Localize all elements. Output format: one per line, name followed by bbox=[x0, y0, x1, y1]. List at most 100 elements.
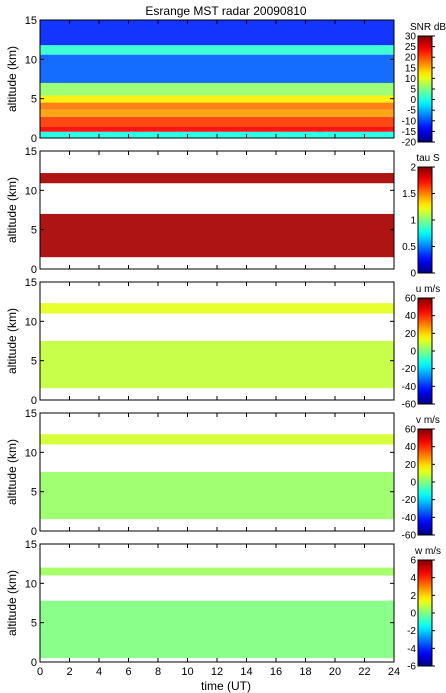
y-tick-label: 0 bbox=[31, 526, 37, 538]
colorbar-tick-label: -20 bbox=[402, 364, 417, 375]
y-axis-label: altitude (km) bbox=[5, 570, 19, 636]
y-axis-label: altitude (km) bbox=[5, 308, 19, 374]
x-tick-label: 0 bbox=[37, 666, 43, 678]
y-tick-label: 10 bbox=[25, 447, 37, 459]
y-tick-label: 10 bbox=[25, 54, 37, 66]
colorbar-tick-label: 0 bbox=[410, 347, 416, 358]
data-layer-1 bbox=[40, 213, 394, 258]
colorbar-label: w m/s bbox=[414, 546, 441, 557]
colorbar-tick-label: 30 bbox=[405, 32, 417, 43]
x-tick-label: 8 bbox=[155, 666, 161, 678]
colorbar-tick-label: -4 bbox=[407, 644, 416, 655]
colorbar-tick-label: 0 bbox=[410, 609, 416, 620]
chart-title: Esrange MST radar 20090810 bbox=[145, 4, 307, 18]
colorbar-tick-label: -10 bbox=[402, 116, 417, 127]
y-axis-label: altitude (km) bbox=[5, 439, 19, 505]
data-layer-2 bbox=[40, 434, 394, 445]
colorbar-tick-label: -40 bbox=[402, 513, 417, 524]
data-layer-4 bbox=[40, 109, 394, 117]
colorbar-tick-label: -20 bbox=[402, 138, 417, 149]
colorbar bbox=[417, 166, 433, 274]
data-layer-7 bbox=[40, 82, 394, 96]
colorbar-tick-label: -20 bbox=[402, 495, 417, 506]
x-tick-label: 14 bbox=[240, 666, 252, 678]
data-layer-2 bbox=[40, 567, 394, 576]
x-axis-label: time (UT) bbox=[201, 679, 251, 693]
colorbar-tick-label: 10 bbox=[405, 74, 417, 85]
data-layer-5 bbox=[40, 102, 394, 110]
y-tick-label: 5 bbox=[31, 356, 37, 368]
colorbar-tick-label: 20 bbox=[405, 329, 417, 340]
colorbar-tick-label: 20 bbox=[405, 53, 417, 64]
data-layer-9 bbox=[40, 45, 394, 55]
data-layer-10 bbox=[40, 20, 394, 46]
colorbar-tick-label: 1 bbox=[410, 216, 416, 227]
colorbar-tick-label: 20 bbox=[405, 460, 417, 471]
y-axis-label: altitude (km) bbox=[5, 177, 19, 243]
y-tick-label: 0 bbox=[31, 395, 37, 407]
x-tick-label: 24 bbox=[388, 666, 400, 678]
y-tick-label: 5 bbox=[31, 94, 37, 106]
colorbar-tick-label: 0 bbox=[410, 478, 416, 489]
colorbar-tick-label: 25 bbox=[405, 42, 417, 53]
colorbar-tick-label: -60 bbox=[402, 531, 417, 542]
colorbar bbox=[417, 559, 433, 667]
data-layer-2 bbox=[40, 126, 394, 132]
data-layer-2 bbox=[40, 303, 394, 314]
colorbar-label: tau S bbox=[416, 153, 440, 164]
x-tick-label: 22 bbox=[358, 666, 370, 678]
colorbar-tick-label: -5 bbox=[407, 106, 416, 117]
x-tick-label: 12 bbox=[211, 666, 223, 678]
y-tick-label: 15 bbox=[25, 15, 37, 27]
y-tick-label: 5 bbox=[31, 487, 37, 499]
colorbar-tick-label: 2 bbox=[410, 163, 416, 174]
colorbar-tick-label: 0 bbox=[410, 95, 416, 106]
colorbar-tick-label: -6 bbox=[407, 662, 416, 673]
colorbar-tick-label: 2 bbox=[410, 591, 416, 602]
y-tick-label: 10 bbox=[25, 316, 37, 328]
colorbar-tick-label: 60 bbox=[405, 425, 417, 436]
data-layer-6 bbox=[40, 95, 394, 103]
x-tick-label: 10 bbox=[181, 666, 193, 678]
y-tick-label: 0 bbox=[31, 264, 37, 276]
colorbar-tick-label: 60 bbox=[405, 294, 417, 305]
y-axis-label: altitude (km) bbox=[5, 46, 19, 112]
colorbar bbox=[417, 35, 433, 143]
x-tick-label: 4 bbox=[96, 666, 102, 678]
y-tick-label: 10 bbox=[25, 578, 37, 590]
colorbar-label: v m/s bbox=[416, 415, 440, 426]
colorbar-tick-label: -15 bbox=[402, 127, 417, 138]
panel-3: 0 5 10 15 altitude (km) u m/s60 40 20 0 -20 -40 -60 bbox=[5, 277, 440, 411]
x-tick-label: 6 bbox=[125, 666, 131, 678]
y-tick-label: 15 bbox=[25, 539, 37, 551]
data-layer-2 bbox=[40, 173, 394, 184]
colorbar-tick-label: -2 bbox=[407, 626, 416, 637]
y-tick-label: 15 bbox=[25, 408, 37, 420]
x-tick-label: 18 bbox=[299, 666, 311, 678]
y-tick-label: 0 bbox=[31, 133, 37, 145]
colorbar-tick-label: 0.5 bbox=[402, 242, 416, 253]
data-layer-1 bbox=[40, 472, 394, 520]
colorbar-label: SNR dB bbox=[410, 22, 446, 33]
colorbar-tick-label: 1.5 bbox=[402, 189, 416, 200]
y-tick-label: 10 bbox=[25, 185, 37, 197]
colorbar-label: u m/s bbox=[416, 284, 440, 295]
x-tick-label: 20 bbox=[329, 666, 341, 678]
colorbar-tick-label: -40 bbox=[402, 382, 417, 393]
y-tick-label: 5 bbox=[31, 225, 37, 237]
data-layer-8 bbox=[40, 54, 394, 83]
panel-2: 0 5 10 15 altitude (km) tau S2 1.5 1 0.5 0 bbox=[5, 146, 440, 280]
colorbar-tick-label: 15 bbox=[405, 63, 417, 74]
colorbar-tick-label: 40 bbox=[405, 442, 417, 453]
x-tick-label: 16 bbox=[270, 666, 282, 678]
colorbar-tick-label: 6 bbox=[410, 556, 416, 567]
colorbar-tick-label: 4 bbox=[410, 573, 416, 584]
y-tick-label: 5 bbox=[31, 618, 37, 630]
colorbar bbox=[417, 297, 433, 405]
colorbar-tick-label: 40 bbox=[405, 311, 417, 322]
data-layer-1 bbox=[40, 600, 394, 659]
colorbar-tick-label: -60 bbox=[402, 400, 417, 411]
